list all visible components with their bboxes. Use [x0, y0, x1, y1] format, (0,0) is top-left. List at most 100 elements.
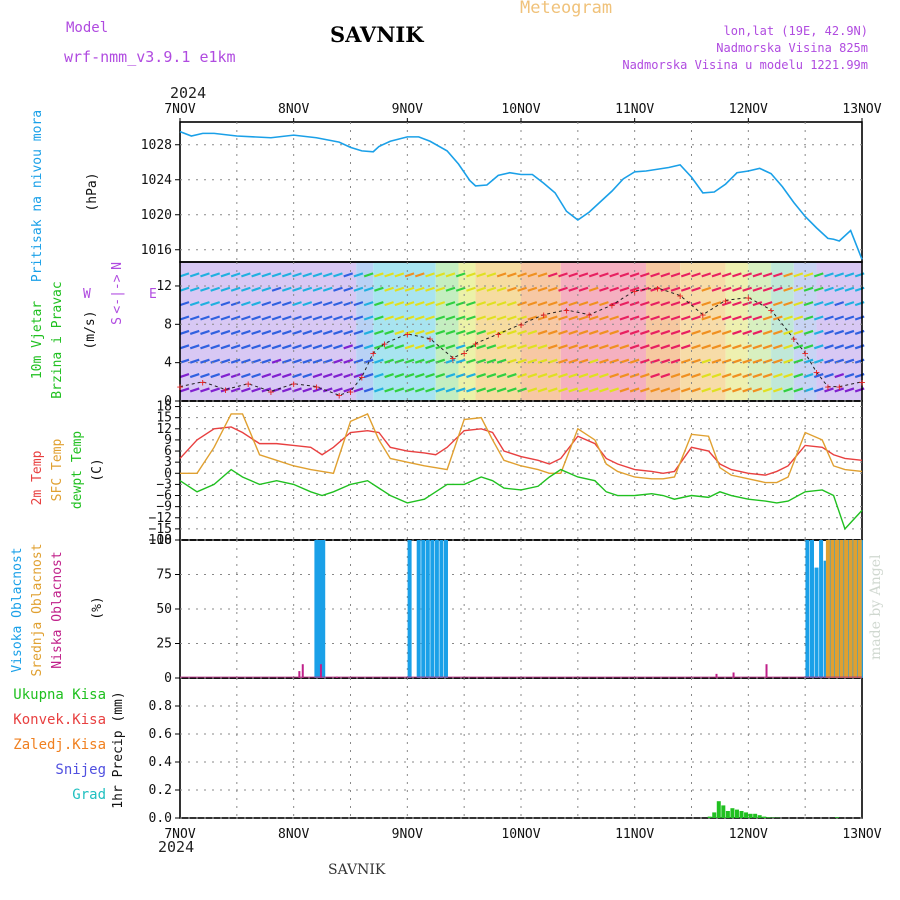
compass-w: W [83, 287, 91, 302]
wind-arrow [486, 358, 497, 364]
wind-arrow [404, 286, 415, 292]
wind-arrow [302, 315, 313, 321]
temperature-ytick-label: 6 [164, 444, 172, 459]
wind-arrow [414, 286, 425, 292]
precip-bar [739, 811, 744, 818]
wind-arrow [179, 315, 190, 321]
wind-arrow [425, 387, 435, 393]
wind-arrow [476, 329, 487, 335]
wind-speed-line [179, 287, 863, 396]
wind-arrow [363, 315, 374, 321]
wind-band [793, 262, 817, 401]
wind-arrow [711, 286, 722, 292]
wind-arrow [230, 358, 241, 364]
wind-arrow [588, 329, 599, 335]
wind-arrow [680, 329, 691, 335]
wind-arrow [466, 387, 476, 393]
precip-legend-0: Ukupna Kisa [13, 687, 106, 703]
wind-arrow [445, 358, 456, 364]
wind-arrow [813, 344, 824, 350]
cloud-bar-high_cloud [809, 540, 814, 678]
wind-arrow [200, 372, 210, 379]
wind-arrow [527, 387, 538, 393]
wind-speed-point: + [825, 381, 832, 394]
pressure-frame [179, 121, 863, 263]
wind-arrow [844, 315, 855, 321]
wind-arrow [179, 301, 190, 307]
wind-arrow [568, 358, 579, 364]
wind-arrow [701, 286, 712, 292]
wind-arrow [701, 358, 712, 364]
wind-arrow [813, 301, 824, 307]
wind-arrow [322, 301, 333, 307]
x-label-bottom: 8NOV [278, 827, 309, 842]
wind-arrow [394, 329, 405, 335]
wind-arrow [333, 301, 343, 307]
precip-ytick-label: 0.2 [149, 783, 172, 798]
temperature-ytick-label: −3 [156, 477, 172, 492]
wind-arrow [813, 286, 824, 292]
wind-arrow [721, 329, 732, 335]
precip-bar [721, 805, 726, 818]
temp-ylabel-2m: 2m Temp [30, 450, 45, 505]
wind-arrow [691, 387, 701, 393]
wind-arrow [404, 329, 415, 335]
wind-arrow [680, 372, 691, 379]
cloud-bar-mid_cloud [848, 540, 853, 678]
wind-arrow [783, 344, 793, 350]
wind-arrow [384, 387, 394, 393]
wind-arrow [210, 272, 221, 278]
wind-arrow [179, 344, 190, 350]
wind-arrow [844, 387, 855, 393]
wind-arrow [210, 315, 221, 321]
wind-arrow [813, 272, 824, 278]
wind-arrow [363, 344, 374, 350]
wind-arrow [363, 272, 374, 278]
wind-arrow [353, 358, 364, 364]
wind-arrow [578, 286, 589, 292]
wind-arrow [527, 329, 538, 335]
cloud-bar-low_cloud [732, 672, 735, 678]
wind-arrow [537, 272, 548, 278]
wind-arrow [517, 272, 527, 278]
wind-arrow [466, 272, 476, 278]
wind-arrow [404, 301, 415, 307]
temperature-ytick-label: 18 [156, 400, 172, 415]
wind-speed-point: + [813, 366, 820, 379]
wind-arrow [691, 372, 701, 379]
wind-arrow [179, 329, 190, 335]
wind-arrow [762, 344, 773, 350]
wind-arrow [394, 315, 405, 321]
wind-arrow [312, 286, 323, 292]
wind-arrow [599, 301, 609, 307]
wind-arrow [353, 329, 364, 335]
wind-arrow [711, 387, 722, 393]
x-label-top: 13NOV [842, 102, 881, 117]
wind-arrow [384, 329, 394, 335]
wind-arrow [547, 372, 558, 379]
wind-arrow [292, 344, 302, 350]
year-top: 2024 [170, 84, 207, 102]
wind-arrow [210, 372, 221, 379]
wind-arrow [312, 358, 323, 364]
wind-arrow [588, 387, 599, 393]
wind-arrow [333, 329, 343, 335]
wind-arrow [312, 387, 323, 393]
cloud-bar-high_cloud [855, 540, 860, 678]
wind-arrow [588, 315, 599, 321]
wind-arrow [507, 272, 517, 278]
wind-arrow [312, 372, 323, 379]
wind-speed-point: + [381, 337, 388, 350]
wind-arrow [322, 387, 333, 393]
wind-arrow [537, 286, 548, 292]
wind-arrow [660, 301, 671, 307]
wind-arrow [588, 344, 599, 350]
pressure-ytick-label: 1024 [141, 173, 172, 188]
wind-arrow [445, 301, 456, 307]
wind-arrow [772, 301, 783, 307]
wind-arrow [507, 329, 517, 335]
wind-arrow [241, 372, 251, 379]
wind-speed-point: + [370, 347, 377, 360]
cloud-bar-high_cloud [434, 540, 439, 678]
model-name: wrf-nmm_v3.9.1 e1km [64, 48, 236, 66]
